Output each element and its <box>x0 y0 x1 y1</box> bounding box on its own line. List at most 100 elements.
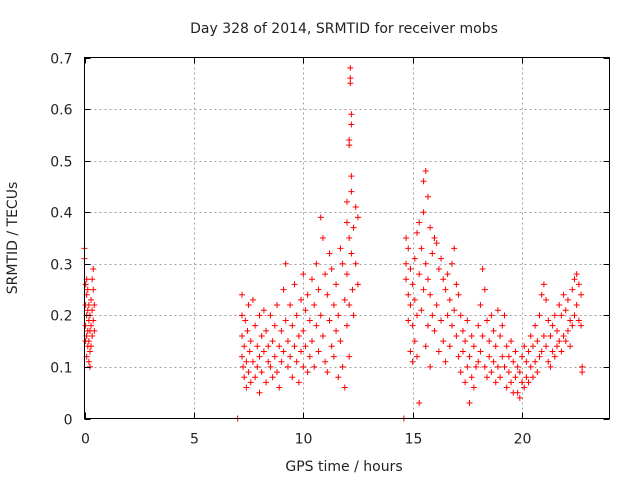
data-point <box>271 353 278 360</box>
data-point <box>344 271 350 278</box>
data-point <box>90 286 97 293</box>
data-point <box>322 358 329 365</box>
data-point <box>499 322 506 329</box>
data-point <box>446 343 453 350</box>
data-point <box>473 363 480 370</box>
data-point <box>470 384 477 391</box>
data-point <box>289 374 296 381</box>
data-point <box>516 369 523 376</box>
data-point <box>328 265 335 272</box>
data-point <box>442 286 449 293</box>
x-tick-label: 20 <box>514 432 532 448</box>
data-point <box>554 343 560 350</box>
data-point <box>575 281 582 288</box>
data-point <box>497 332 504 339</box>
data-point <box>350 224 357 231</box>
data-point <box>256 389 263 396</box>
data-point <box>348 250 355 257</box>
data-point <box>263 379 270 386</box>
y-tick-label: 0 <box>64 413 73 429</box>
data-point <box>440 338 447 345</box>
data-point <box>490 358 497 365</box>
data-point <box>569 286 576 293</box>
data-point <box>91 327 98 334</box>
data-point <box>89 332 96 339</box>
data-point <box>300 327 307 334</box>
data-point <box>453 332 460 339</box>
data-point <box>486 353 493 360</box>
data-point <box>247 338 254 345</box>
plot-frame <box>84 57 610 419</box>
data-point <box>85 302 92 309</box>
data-point <box>438 317 445 324</box>
data-point <box>411 338 418 345</box>
data-point <box>291 343 298 350</box>
data-point <box>293 358 300 365</box>
data-point <box>240 363 247 370</box>
y-tick-label: 0.6 <box>50 103 72 119</box>
data-point <box>243 384 250 391</box>
data-point <box>501 312 508 319</box>
data-point <box>304 291 311 298</box>
data-point <box>468 374 475 381</box>
data-point <box>86 348 93 355</box>
data-point <box>91 302 98 309</box>
data-point <box>449 322 455 329</box>
data-point <box>341 384 348 391</box>
data-point <box>245 369 252 376</box>
data-point <box>525 379 532 386</box>
data-point <box>499 353 506 360</box>
data-point <box>543 296 550 303</box>
data-point <box>538 348 545 355</box>
data-point <box>90 317 97 324</box>
data-point <box>344 198 350 205</box>
data-point <box>252 374 259 381</box>
data-point <box>309 276 315 283</box>
data-point <box>575 317 582 324</box>
data-point <box>547 363 554 370</box>
data-point <box>405 317 412 324</box>
data-point <box>82 322 89 329</box>
data-point <box>424 193 431 200</box>
data-point <box>260 307 267 314</box>
data-points <box>81 64 586 422</box>
data-point <box>481 363 488 370</box>
data-point <box>494 307 501 314</box>
data-point <box>457 369 464 376</box>
data-point <box>352 204 359 211</box>
data-point <box>346 302 353 309</box>
x-tick-label: 15 <box>405 432 423 448</box>
data-point <box>540 281 547 288</box>
data-point <box>551 312 558 319</box>
data-point <box>579 363 586 370</box>
x-tick-label: 0 <box>81 432 90 448</box>
data-point <box>319 235 326 241</box>
data-point <box>427 291 434 298</box>
data-point <box>347 80 354 87</box>
data-point <box>409 358 416 365</box>
data-point <box>247 379 254 386</box>
data-point <box>446 296 453 303</box>
data-point <box>306 353 313 360</box>
y-tick-label: 0.4 <box>50 206 72 222</box>
data-point <box>494 363 501 370</box>
data-point <box>512 348 519 355</box>
data-point <box>252 322 259 329</box>
data-point <box>475 358 482 365</box>
data-point <box>427 363 434 370</box>
data-point <box>335 374 342 381</box>
y-tick-label: 0.2 <box>50 309 72 325</box>
data-point <box>560 291 567 298</box>
data-point <box>573 271 580 278</box>
data-point <box>337 245 344 252</box>
data-point <box>330 302 337 309</box>
data-point <box>556 302 563 309</box>
data-point <box>315 348 322 355</box>
data-point <box>349 286 356 293</box>
data-point <box>514 389 521 396</box>
data-point <box>88 343 95 350</box>
data-point <box>523 358 530 365</box>
data-point <box>422 343 429 350</box>
data-point <box>543 343 550 350</box>
data-point <box>246 348 253 355</box>
